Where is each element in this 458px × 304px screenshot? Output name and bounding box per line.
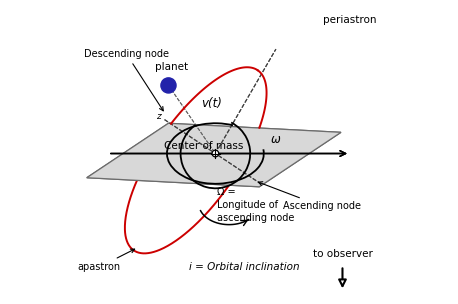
Text: to observer: to observer — [312, 249, 372, 259]
Text: i = Orbital inclination: i = Orbital inclination — [189, 262, 300, 272]
Text: Ω =
Longitude of
ascending node: Ω = Longitude of ascending node — [217, 187, 294, 223]
Text: Center of mass: Center of mass — [164, 141, 243, 151]
Text: z: z — [156, 112, 161, 121]
Text: Descending node: Descending node — [84, 49, 169, 111]
Text: Ascending node: Ascending node — [258, 182, 361, 212]
Polygon shape — [87, 123, 341, 187]
Text: v(t): v(t) — [202, 97, 223, 110]
Text: planet: planet — [155, 62, 188, 72]
Text: periastron: periastron — [323, 16, 376, 25]
Text: ω: ω — [271, 133, 281, 147]
Polygon shape — [87, 123, 341, 187]
Circle shape — [212, 150, 219, 157]
Text: apastron: apastron — [78, 249, 135, 272]
Circle shape — [161, 78, 176, 93]
